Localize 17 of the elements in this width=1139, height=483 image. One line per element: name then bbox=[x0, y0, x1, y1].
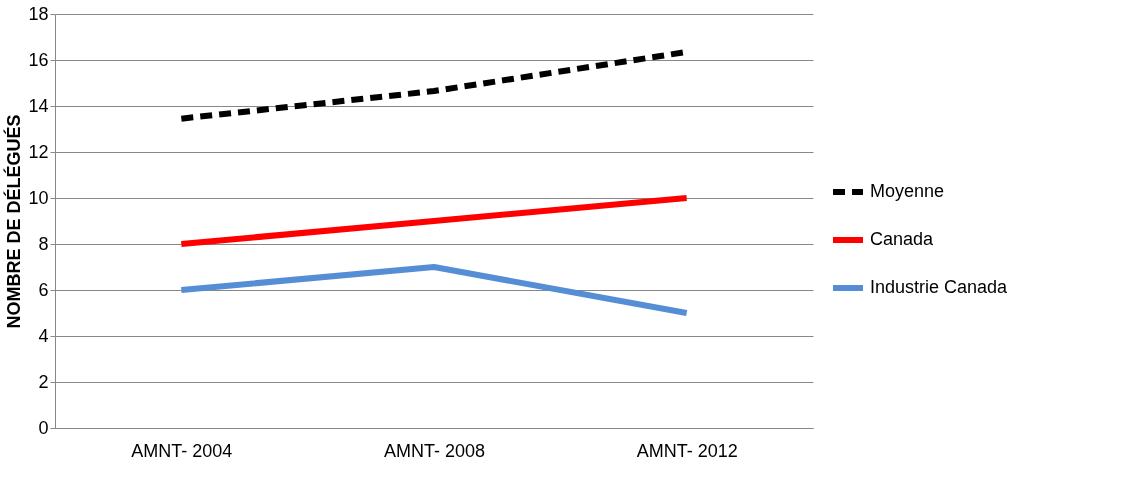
y-tick-label: 6 bbox=[38, 279, 49, 300]
y-tick-label: 12 bbox=[28, 141, 49, 162]
y-tick-label: 4 bbox=[38, 325, 49, 346]
y-tick-label: 10 bbox=[28, 187, 49, 208]
x-tick-label: AMNT- 2012 bbox=[636, 440, 738, 461]
y-tick-label: 18 bbox=[28, 3, 49, 24]
x-tick-label: AMNT- 2008 bbox=[383, 440, 486, 461]
legend-label: Industrie Canada bbox=[870, 277, 1009, 297]
y-tick-label: 2 bbox=[38, 371, 49, 392]
legend-label: Canada bbox=[870, 229, 935, 249]
legend-label: Moyenne bbox=[870, 181, 945, 201]
y-tick-label: 0 bbox=[38, 417, 49, 438]
y-tick-label: 14 bbox=[28, 95, 49, 116]
y-tick-label: 8 bbox=[38, 233, 49, 254]
x-tick-label: AMNT- 2004 bbox=[131, 440, 233, 461]
y-axis-title: NOMBRE DE DÉLÉGUÉS bbox=[3, 114, 25, 329]
y-tick-label: 16 bbox=[28, 49, 49, 70]
